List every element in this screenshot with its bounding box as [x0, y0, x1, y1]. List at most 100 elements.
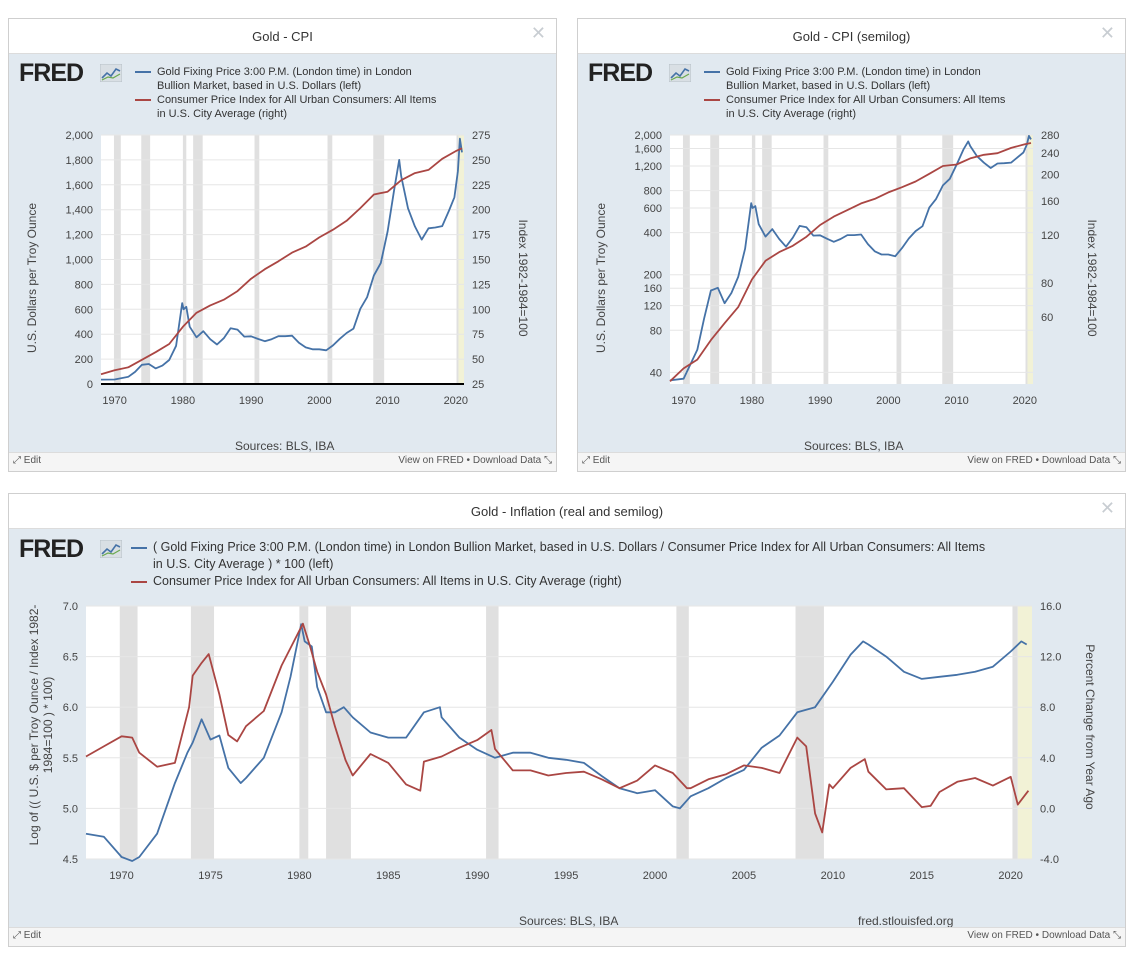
right-tick-label: 200 — [1041, 170, 1059, 182]
x-tick-label: 1990 — [808, 395, 832, 407]
right-tick-label: 25 — [472, 379, 484, 391]
left-axis-label-line2: 1984=100 ) * 100) — [41, 676, 55, 774]
right-tick-label: 60 — [1041, 312, 1053, 324]
x-tick-label: 2020 — [998, 870, 1022, 882]
panel-footer: ⤢ Edit View on FRED • Download Data ⤡ — [9, 452, 556, 471]
recession-bar — [119, 606, 138, 859]
right-tick-label: 280 — [1041, 130, 1059, 142]
x-tick-label: 2020 — [444, 395, 468, 407]
left-tick-label: 800 — [75, 279, 93, 291]
edit-button[interactable]: ⤢ Edit — [582, 455, 610, 466]
x-tick-label: 2000 — [307, 395, 331, 407]
download-data-link[interactable]: Download Data — [1041, 455, 1111, 466]
view-on-fred-link[interactable]: View on FRED — [398, 455, 464, 466]
site-url: fred.stlouisfed.org — [858, 914, 954, 928]
x-tick-label: 2010 — [821, 870, 845, 882]
right-tick-label: 80 — [1041, 278, 1053, 290]
x-tick-label: 1970 — [671, 395, 695, 407]
edit-button[interactable]: ⤢ Edit — [13, 455, 41, 466]
footer-bullet: • — [466, 455, 471, 466]
left-axis-label-line1: Log of (( U.S. $ per Troy Ounce / Index … — [27, 604, 41, 846]
sources-text: Sources: BLS, IBA — [804, 439, 904, 453]
legend-swatch-cpi — [704, 99, 720, 101]
right-tick-label: 75 — [472, 329, 484, 341]
close-icon[interactable]: ✕ — [1099, 498, 1115, 518]
left-tick-label: 1,000 — [65, 255, 93, 267]
fred-graph-icon — [100, 540, 122, 558]
panel-header: Gold - Inflation (real and semilog) ✕ — [9, 494, 1125, 529]
left-tick-label: 6.5 — [63, 652, 78, 664]
download-data-link[interactable]: Download Data — [1041, 930, 1111, 941]
fred-graph-icon — [100, 64, 122, 82]
legend-item-cpi: Consumer Price Index for All Urban Consu… — [135, 93, 445, 121]
x-tick-label: 1990 — [239, 395, 263, 407]
chart-legend: ( Gold Fixing Price 3:00 P.M. (London ti… — [131, 539, 991, 590]
edit-label: Edit — [592, 455, 611, 466]
left-tick-label: 4.5 — [63, 854, 78, 866]
footer-bullet: • — [1035, 455, 1040, 466]
left-tick-label: 6.0 — [63, 702, 78, 714]
close-icon[interactable]: ✕ — [530, 23, 546, 43]
right-tick-label: 225 — [472, 180, 490, 192]
chart-panel-gold-inflation: Gold - Inflation (real and semilog) ✕ FR… — [8, 493, 1126, 947]
chart-legend: Gold Fixing Price 3:00 P.M. (London time… — [704, 65, 1014, 121]
x-tick-label: 1980 — [287, 870, 311, 882]
view-on-fred-link[interactable]: View on FRED — [967, 930, 1033, 941]
chart-title: Gold - Inflation (real and semilog) — [470, 504, 664, 519]
close-icon[interactable]: ✕ — [1099, 23, 1115, 43]
recession-bar — [190, 606, 215, 859]
left-tick-label: 1,800 — [65, 155, 93, 167]
chart-plot-gold-inflation: 4.5 5.0 5.5 6.0 6.5 7.0 -4.0 0.0 4.0 8.0 12.0 16.0 1… — [63, 601, 1062, 882]
right-axis-label: Index 1982-1984=100 — [516, 219, 530, 337]
latest-period-shade — [1027, 135, 1033, 384]
left-tick-label: 2,000 — [65, 130, 93, 142]
x-tick-label: 1990 — [465, 870, 489, 882]
left-tick-label: 7.0 — [63, 601, 78, 613]
expand-icon: ⤢ — [13, 930, 21, 941]
recession-bar — [1012, 606, 1018, 859]
x-tick-label: 1975 — [198, 870, 222, 882]
resize-icon[interactable]: ⤡ — [1113, 455, 1121, 466]
legend-label-cpi: Consumer Price Index for All Urban Consu… — [726, 94, 1006, 120]
legend-swatch-cpi-change — [131, 581, 147, 583]
legend-item-cpi-change: Consumer Price Index for All Urban Consu… — [131, 573, 991, 590]
x-tick-label: 2005 — [732, 870, 756, 882]
fred-logo: FRED — [19, 535, 84, 563]
fred-graph-icon — [669, 64, 691, 82]
footer-links: View on FRED • Download Data ⤡ — [967, 455, 1121, 466]
edit-button[interactable]: ⤢ Edit — [13, 930, 41, 941]
right-tick-label: 150 — [472, 255, 490, 267]
legend-swatch-real-gold — [131, 547, 147, 549]
left-tick-label: 400 — [75, 329, 93, 341]
chart-title: Gold - CPI — [252, 29, 313, 44]
resize-icon[interactable]: ⤡ — [1113, 930, 1121, 941]
left-tick-label: 1,600 — [65, 180, 93, 192]
legend-item-real-gold: ( Gold Fixing Price 3:00 P.M. (London ti… — [131, 539, 991, 573]
left-tick-label: 5.5 — [63, 753, 78, 765]
panel-footer: ⤢ Edit View on FRED • Download Data ⤡ — [9, 927, 1125, 946]
legend-label-real-gold: ( Gold Fixing Price 3:00 P.M. (London ti… — [153, 540, 986, 571]
left-tick-label: 2,000 — [634, 130, 662, 142]
left-tick-label: 200 — [75, 354, 93, 366]
left-tick-label: 400 — [644, 228, 662, 240]
download-data-link[interactable]: Download Data — [472, 455, 542, 466]
right-tick-label: 8.0 — [1040, 702, 1055, 714]
left-tick-label: 120 — [644, 301, 662, 313]
right-tick-label: 50 — [472, 354, 484, 366]
left-tick-label: 800 — [644, 186, 662, 198]
recession-bar — [823, 135, 829, 384]
fred-logo: FRED — [588, 59, 653, 87]
footer-links: View on FRED • Download Data ⤡ — [398, 455, 552, 466]
left-tick-label: 1,400 — [65, 205, 93, 217]
recession-bar — [795, 606, 824, 859]
right-tick-label: 100 — [472, 304, 490, 316]
view-on-fred-link[interactable]: View on FRED — [967, 455, 1033, 466]
right-tick-label: 250 — [472, 155, 490, 167]
right-tick-label: 160 — [1041, 196, 1059, 208]
x-tick-label: 2020 — [1013, 395, 1037, 407]
legend-item-gold: Gold Fixing Price 3:00 P.M. (London time… — [135, 65, 445, 93]
legend-label-gold: Gold Fixing Price 3:00 P.M. (London time… — [157, 66, 412, 92]
resize-icon[interactable]: ⤡ — [544, 455, 552, 466]
sources-text: Sources: BLS, IBA — [235, 439, 335, 453]
right-tick-label: 120 — [1041, 230, 1059, 242]
